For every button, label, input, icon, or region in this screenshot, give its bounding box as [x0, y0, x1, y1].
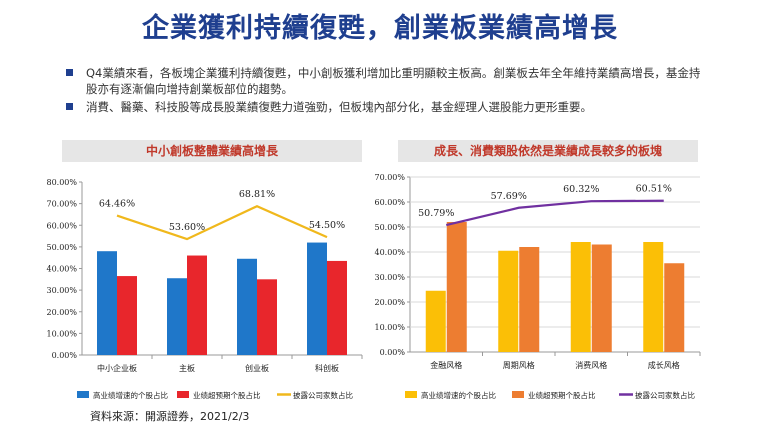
y-tick-label: 20.00%: [46, 308, 77, 317]
y-tick-label: 50.00%: [374, 223, 405, 232]
right-chart-title: 成長、消費類股依然是業績成長較多的板塊: [398, 140, 698, 162]
data-label: 53.60%: [169, 222, 205, 233]
bar: [307, 242, 327, 355]
bar: [97, 251, 117, 355]
source-note: 資料來源：開源證券，2021/2/3: [90, 410, 250, 423]
bullet-text: Q4業績來看，各板塊企業獲利持續復甦，中小創板獲利增加比重明顯較主板高。創業板去…: [86, 66, 701, 96]
bar: [237, 258, 257, 355]
bullet-text: 消費、醫藥、科技股等成長股業績復甦力道強勁，但板塊內部分化，基金經理人選股能力更…: [86, 100, 592, 114]
legend-swatch: [177, 391, 189, 398]
bar: [643, 242, 664, 352]
y-tick-label: 10.00%: [46, 329, 77, 338]
x-tick-label: 金融风格: [430, 360, 462, 370]
y-tick-label: 0.00%: [52, 351, 78, 360]
y-tick-label: 0.00%: [380, 348, 406, 357]
y-tick-label: 40.00%: [374, 248, 405, 257]
left-chart: 0.00% 10.00% 20.00% 30.00% 40.00% 50.00% 60.00…: [46, 178, 363, 400]
data-label: 60.51%: [636, 184, 672, 195]
y-tick-label: 80.00%: [46, 178, 77, 187]
x-tick-label: 创业板: [245, 363, 269, 373]
legend-label: 披露公司家数占比: [635, 390, 695, 400]
y-tick-label: 40.00%: [46, 265, 77, 274]
bar: [446, 222, 467, 352]
data-label: 50.79%: [418, 208, 454, 219]
data-label: 68.81%: [239, 189, 275, 200]
legend-swatch: [405, 391, 417, 398]
x-tick-label: 科创板: [315, 363, 339, 373]
x-tick-label: 中小企业板: [97, 363, 137, 373]
legend-label: 业绩超预期个股占比: [528, 390, 596, 400]
y-tick-label: 60.00%: [374, 198, 405, 207]
data-label: 64.46%: [99, 199, 135, 210]
bullet-square-icon: [66, 69, 73, 76]
x-tick-label: 成长风格: [648, 360, 680, 370]
y-tick-label: 70.00%: [374, 173, 405, 182]
bullet-item: Q4業績來看，各板塊企業獲利持續復甦，中小創板獲利增加比重明顯較主板高。創業板去…: [66, 65, 706, 97]
bar: [167, 278, 187, 355]
slide-title: 企業獲利持續復甦，創業板業績高增長: [142, 13, 618, 44]
bullet-list: Q4業績來看，各板塊企業獲利持續復甦，中小創板獲利增加比重明顯較主板高。創業板去…: [66, 65, 706, 117]
left-chart-title: 中小創板整體業績高增長: [62, 140, 362, 162]
data-label: 57.69%: [491, 191, 527, 202]
y-tick-label: 50.00%: [46, 243, 77, 252]
data-label: 60.32%: [563, 184, 599, 195]
y-tick-label: 10.00%: [374, 323, 405, 332]
legend-label: 披露公司家数占比: [293, 390, 353, 400]
legend-label: 高业绩增速的个股占比: [93, 390, 168, 400]
y-tick-label: 20.00%: [374, 298, 405, 307]
x-tick-label: 周期风格: [503, 360, 535, 370]
bar: [257, 279, 277, 355]
bar: [519, 247, 540, 352]
bar: [425, 290, 446, 352]
data-label: 54.50%: [309, 220, 345, 231]
y-tick-label: 70.00%: [46, 200, 77, 209]
y-tick-label: 30.00%: [46, 286, 77, 295]
legend-label: 高业绩增速的个股占比: [421, 390, 496, 400]
bullet-item: 消費、醫藥、科技股等成長股業績復甦力道強勁，但板塊內部分化，基金經理人選股能力更…: [66, 99, 706, 115]
bullet-square-icon: [66, 103, 73, 110]
bar: [187, 255, 207, 355]
bar: [117, 276, 137, 355]
series-line: [116, 204, 328, 241]
bar: [664, 263, 685, 352]
y-tick-label: 60.00%: [46, 221, 77, 230]
legend-swatch: [77, 391, 89, 398]
x-tick-label: 主板: [179, 363, 195, 373]
legend-swatch: [512, 391, 524, 398]
series-line: [445, 199, 664, 227]
bar: [327, 260, 347, 355]
bar: [570, 242, 591, 352]
legend-label: 业绩超预期个股占比: [193, 390, 261, 400]
bar: [498, 250, 519, 352]
bar: [591, 244, 612, 352]
right-chart: 0.00% 10.00% 20.00% 30.00% 40.00% 50.00% 60.00…: [374, 173, 701, 400]
y-tick-label: 30.00%: [374, 273, 405, 282]
x-tick-label: 消费风格: [575, 360, 607, 370]
